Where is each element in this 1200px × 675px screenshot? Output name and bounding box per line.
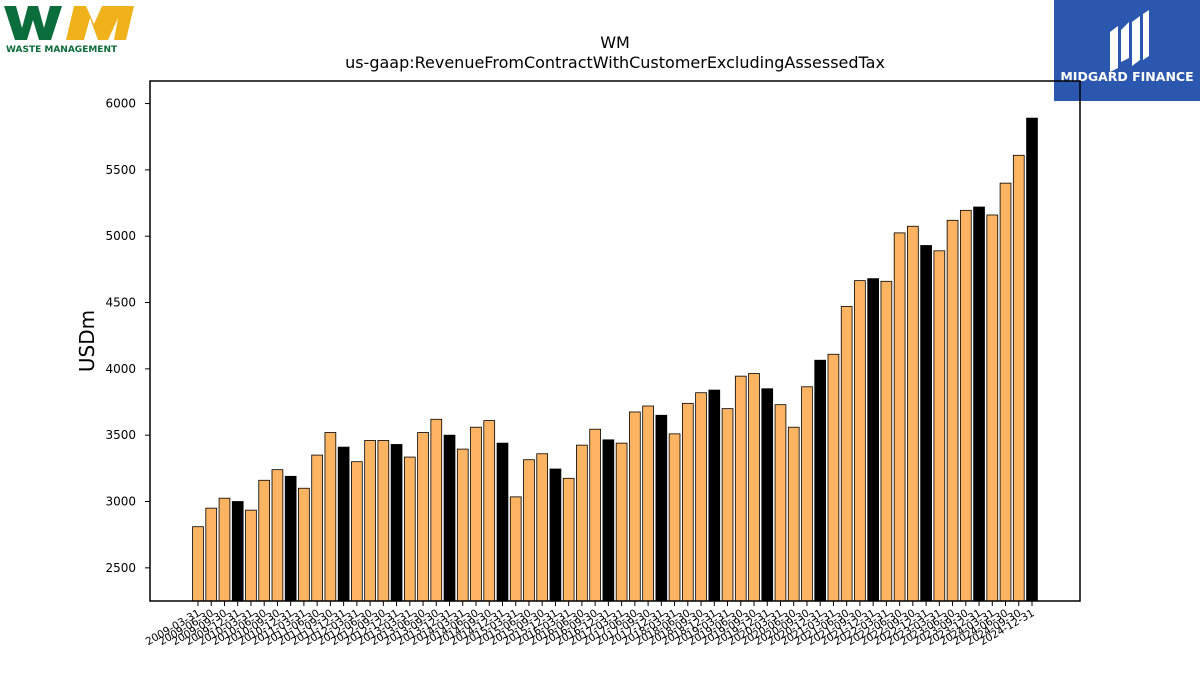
bar-2020-03-31 <box>774 404 787 602</box>
bar-2016-09-30 <box>589 428 601 602</box>
bar-2019-03-31 <box>721 408 734 602</box>
bar-2017-12-31 <box>655 414 668 602</box>
bar-2021-12-31 <box>867 278 879 602</box>
bar-2018-03-31 <box>668 433 681 602</box>
bar-2011-03-31 <box>298 487 310 602</box>
y-tick-label: 5500 <box>105 163 136 177</box>
bars-group <box>192 117 1038 602</box>
bar-2024-09-30 <box>1012 154 1025 602</box>
bar-2010-03-31 <box>245 509 257 602</box>
bar-2019-06-30 <box>734 375 747 602</box>
bar-2010-12-31 <box>284 475 297 602</box>
midgard-finance-emblem-icon <box>1110 10 1149 72</box>
bar-2022-06-30 <box>893 232 906 602</box>
bar-2020-09-30 <box>801 386 813 602</box>
bar-2018-09-30 <box>695 392 707 602</box>
bar-2013-09-30 <box>430 418 443 602</box>
plot-area-frame <box>149 80 1081 602</box>
chart-title: WM <box>600 33 630 52</box>
wm-logo-m <box>66 6 134 40</box>
bar-2018-06-30 <box>681 402 694 602</box>
x-axis-ticks: 2009-03-312009-06-302009-09-302009-12-31… <box>144 601 1037 648</box>
y-tick-label: 3000 <box>105 495 136 509</box>
wm-logo-text: WASTE MANAGEMENT <box>6 45 118 55</box>
bar-2016-12-31 <box>602 439 615 602</box>
bar-2023-09-30 <box>959 209 972 602</box>
bar-2014-03-31 <box>456 448 469 602</box>
y-tick-label: 4500 <box>105 296 136 310</box>
bar-2021-06-30 <box>840 306 853 602</box>
wm-logo-w <box>4 6 62 40</box>
bar-2009-12-31 <box>231 501 244 602</box>
bar-2022-12-31 <box>920 245 932 602</box>
bar-2009-09-30 <box>218 497 231 602</box>
bar-2009-06-30 <box>205 507 218 602</box>
midgard-finance-logo: MIDGARD FINANCE <box>1054 0 1200 101</box>
bar-2011-06-30 <box>311 454 323 602</box>
bar-2014-06-30 <box>470 426 482 602</box>
bar-2020-12-31 <box>814 359 827 602</box>
y-tick-label: 4000 <box>105 362 136 376</box>
bar-2019-09-30 <box>748 373 760 602</box>
y-tick-label: 6000 <box>105 97 136 111</box>
y-tick-label: 5000 <box>105 229 136 243</box>
bar-2010-09-30 <box>271 469 284 602</box>
bar-2015-09-30 <box>536 453 549 602</box>
bar-2024-06-30 <box>999 182 1012 602</box>
bar-2012-03-31 <box>351 461 363 602</box>
y-tick-label: 3500 <box>105 428 136 442</box>
bar-2019-12-31 <box>761 388 774 602</box>
bar-2022-03-31 <box>880 280 893 602</box>
bar-2015-03-31 <box>509 496 522 602</box>
y-axis-label: USDm <box>75 310 99 372</box>
bar-2015-06-30 <box>523 459 535 602</box>
bar-2013-06-30 <box>417 432 429 602</box>
waste-management-logo: WASTE MANAGEMENT <box>4 6 134 55</box>
bar-2017-03-31 <box>615 442 628 602</box>
bar-2024-12-31 <box>1026 117 1038 602</box>
bar-2012-12-31 <box>390 444 403 602</box>
bar-2024-03-31 <box>986 214 999 602</box>
bar-2023-06-30 <box>946 219 959 602</box>
bar-2021-09-30 <box>854 280 866 602</box>
y-tick-label: 2500 <box>105 561 136 575</box>
bar-2022-09-30 <box>907 225 919 602</box>
bar-2015-12-31 <box>549 468 562 602</box>
bar-2012-06-30 <box>364 440 376 602</box>
bar-2017-09-30 <box>642 405 654 602</box>
chart-subtitle: us-gaap:RevenueFromContractWithCustomerE… <box>345 53 885 72</box>
bar-2018-12-31 <box>708 389 721 602</box>
bar-2014-09-30 <box>483 420 496 602</box>
bar-2014-12-31 <box>496 442 509 602</box>
bar-2023-12-31 <box>973 206 985 602</box>
bar-2012-09-30 <box>377 440 390 602</box>
bar-2017-06-30 <box>629 411 641 602</box>
bar-2021-03-31 <box>827 353 840 602</box>
bar-2023-03-31 <box>933 250 946 602</box>
bar-2013-12-31 <box>443 434 456 602</box>
bar-2013-03-31 <box>403 456 416 602</box>
bar-2016-03-31 <box>562 477 575 602</box>
bar-2011-09-30 <box>324 432 337 602</box>
bar-2010-06-30 <box>258 479 271 602</box>
bar-2009-03-31 <box>192 526 204 602</box>
bar-2016-06-30 <box>576 444 588 602</box>
bar-2020-06-30 <box>787 426 800 602</box>
midgard-finance-logo-text: MIDGARD FINANCE <box>1060 69 1193 84</box>
y-axis-ticks: 2500 3000 3500 4000 4500 5000 5500 6000 <box>105 97 150 575</box>
bar-2011-12-31 <box>337 446 350 602</box>
